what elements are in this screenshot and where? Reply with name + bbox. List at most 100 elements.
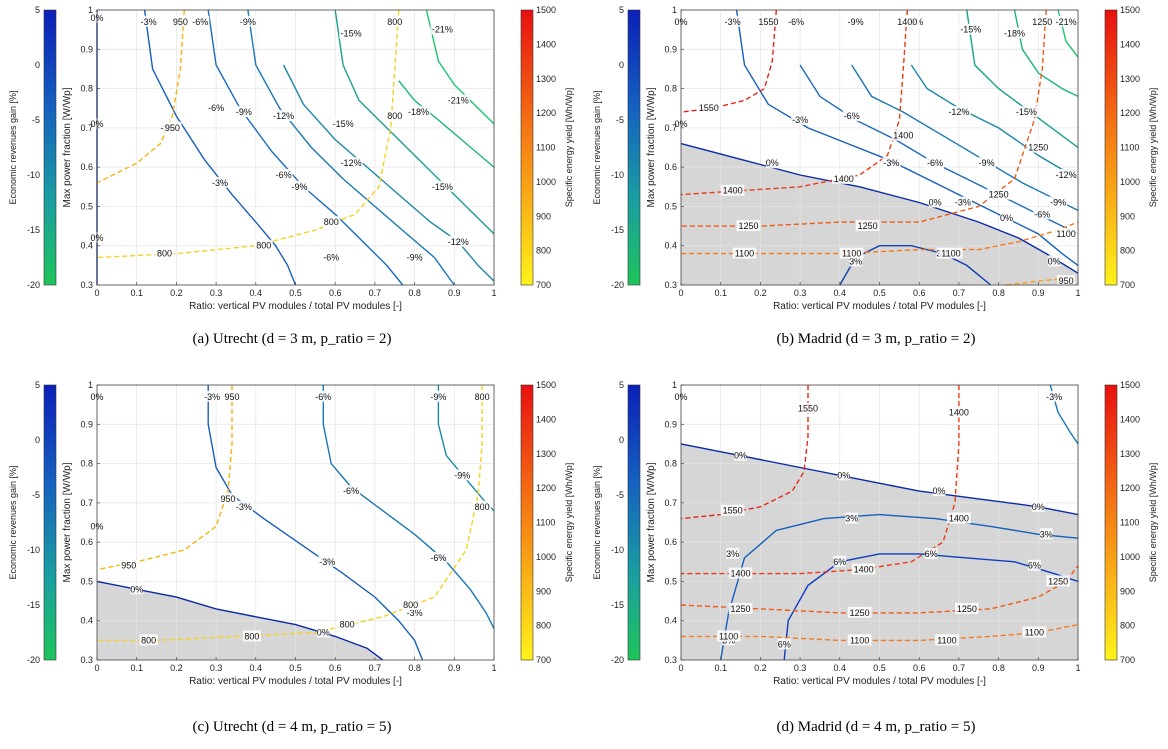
left-colorbar [43,9,57,286]
left-colorbar-tick: -20 [611,655,624,665]
contour-label-bg [472,500,492,512]
contour-label: -6% [323,253,339,263]
right-colorbar [520,384,534,661]
contour-label-bg [339,27,363,39]
contour-label: -6% [208,103,224,113]
x-axis-label: Ratio: vertical PV modules / total PV mo… [773,676,986,687]
contour-label-bg [472,390,492,402]
contour-label: 1400 [949,408,969,418]
contour-label-bg [891,129,916,141]
x-tick-label: 0.3 [794,663,807,673]
y-tick-label: 1 [672,380,677,390]
y-tick-label: 0.3 [80,655,93,665]
contour-label-bg [947,106,971,118]
contour-label: -12% [1056,170,1077,180]
contour-label: -3% [1046,392,1062,402]
contour-label: 1400 [897,17,917,27]
y-tick-label: 0.4 [80,616,93,626]
y-tick-label: 0.9 [80,44,93,54]
y-tick-label: 0.6 [664,162,677,172]
contour-label-bg [756,15,781,27]
y-tick-label: 0.3 [80,280,93,290]
contour-label: -6% [276,170,292,180]
contour-label: -15% [1016,107,1037,117]
contour-label: 800 [256,241,271,251]
contour-label: 1400 [949,514,969,524]
contour-label-bg [1014,106,1039,118]
contour-label-bg [338,618,357,630]
contour-label: -6% [192,17,208,27]
x-tick-label: 0.2 [754,288,767,298]
contour-label: 0% [1000,213,1013,223]
revenue-contour-3 [282,64,495,282]
left-colorbar-tick: -15 [611,225,624,235]
left-colorbar-tick: 0 [35,60,40,70]
contour-label-bg [847,634,872,646]
contour-label-bg [839,247,864,259]
contour-label: -3% [955,198,971,208]
x-tick-label: 0.1 [714,663,727,673]
contour-label: 1250 [957,604,977,614]
contour-label: 1250 [1048,576,1068,586]
right-colorbar-tick: 700 [536,280,551,290]
x-tick-label: 0.3 [210,288,223,298]
contour-label: 1100 [735,249,754,259]
contour-label-bg [222,390,242,402]
contour-label: 0% [317,628,330,638]
contour-label-bg [322,216,341,228]
contour-label: 1250 [850,608,870,618]
right-colorbar-tick: 900 [1120,211,1135,221]
x-tick-label: 0.3 [794,288,807,298]
revenue-contour-5 [966,9,1079,149]
contour-label: -15% [341,29,362,39]
revenue-contour-1 [735,9,1079,266]
right-colorbar-tick: 1200 [1120,108,1140,118]
contour-label: 800 [387,17,402,27]
contour-label: -15% [333,119,354,129]
contour-label-bg [1046,575,1070,587]
right-colorbar [1104,384,1118,661]
contour-label-bg [953,196,972,208]
contour-label-bg [453,469,472,481]
x-axis-label: Ratio: vertical PV modules / total PV mo… [189,676,402,687]
contour-label-bg [787,15,806,27]
x-axis-label: Ratio: vertical PV modules / total PV mo… [189,301,402,312]
contour-label-bg [207,102,226,114]
contour-label-bg [1033,208,1052,220]
y-tick-label: 0.4 [664,616,677,626]
right-colorbar-tick: 1100 [1120,143,1139,153]
contour-label-bg [1054,169,1078,180]
left-colorbar [627,384,641,661]
left-colorbar-tick: -15 [27,225,40,235]
y-axis-label: Max power fraction [W/Wp] [62,87,73,207]
contour-label: -9% [848,17,864,27]
contour-label: 1400 [893,131,913,141]
x-tick-label: 0 [94,288,99,298]
x-tick-label: 0.8 [408,288,421,298]
contour-label: 3% [1040,529,1053,539]
contour-label: 1100 [719,631,738,641]
x-tick-label: 0.5 [289,288,302,298]
yield-contour-10 [680,9,908,196]
x-tick-label: 1 [1075,288,1080,298]
contour-label-bg [723,15,742,27]
contour-label: 3% [849,256,862,266]
right-colorbar-tick: 1400 [536,39,556,49]
contour-label-bg [736,220,761,232]
x-tick-label: 0.5 [873,663,886,673]
y-tick-label: 0.5 [664,201,677,211]
contour-label-bg [849,255,863,267]
caption-d: (d) Madrid (d = 4 m, p_ratio = 5) [776,719,976,735]
contour-label: 1400 [723,186,743,196]
right-colorbar [520,9,534,286]
contour-label-bg [955,602,979,614]
left-colorbar-tick: 0 [619,60,624,70]
contour-label-bg [331,117,355,129]
contour-label-bg [405,251,424,263]
y-tick-label: 0.4 [80,241,93,251]
contour-label: -12% [948,107,969,117]
contour-label-bg [895,15,920,27]
contour-label: 800 [403,600,418,610]
contour-label: 1100 [842,249,861,259]
x-tick-label: 1 [491,663,496,673]
